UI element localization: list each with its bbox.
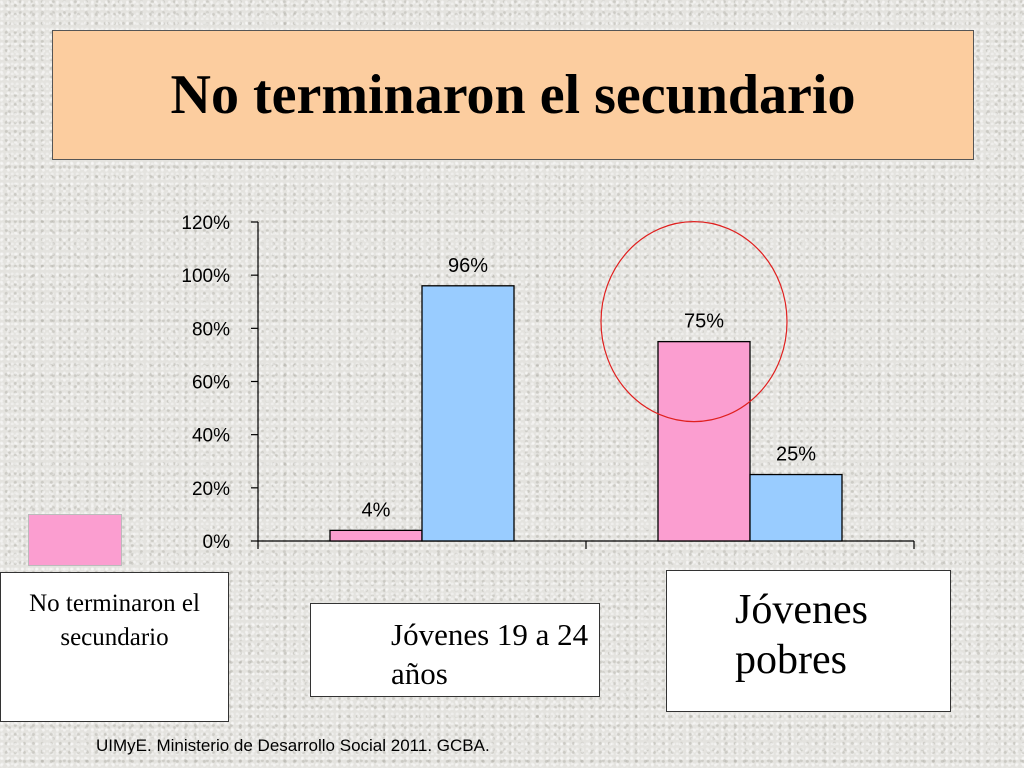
y-tick-label: 80% [192, 319, 230, 340]
legend-swatch [28, 514, 122, 566]
y-tick-label: 100% [181, 266, 230, 287]
bar [657, 340, 751, 542]
category-label-jovenes-19-24: Jóvenes 19 a 24 años [310, 603, 600, 697]
category-label-jovenes-pobres: Jóvenes pobres [666, 570, 951, 712]
data-label: 4% [362, 499, 391, 521]
y-tick-label: 40% [192, 426, 230, 447]
legend-label: No terminaron el secundario [0, 572, 229, 722]
data-label: 25% [776, 444, 816, 466]
bar [421, 285, 515, 542]
bar [749, 473, 843, 542]
slide-title: No terminaron el secundario [170, 64, 856, 126]
bar [329, 529, 423, 542]
highlight-circle [600, 221, 788, 423]
y-tick-label: 20% [192, 479, 230, 500]
y-tick-label: 60% [192, 373, 230, 394]
y-tick-label: 0% [203, 532, 231, 553]
data-label: 75% [684, 311, 724, 333]
source-note: UIMyE. Ministerio de Desarrollo Social 2… [96, 736, 490, 755]
y-tick-label: 120% [181, 213, 230, 234]
data-label: 96% [448, 255, 488, 277]
title-box: No terminaron el secundario [52, 30, 974, 160]
